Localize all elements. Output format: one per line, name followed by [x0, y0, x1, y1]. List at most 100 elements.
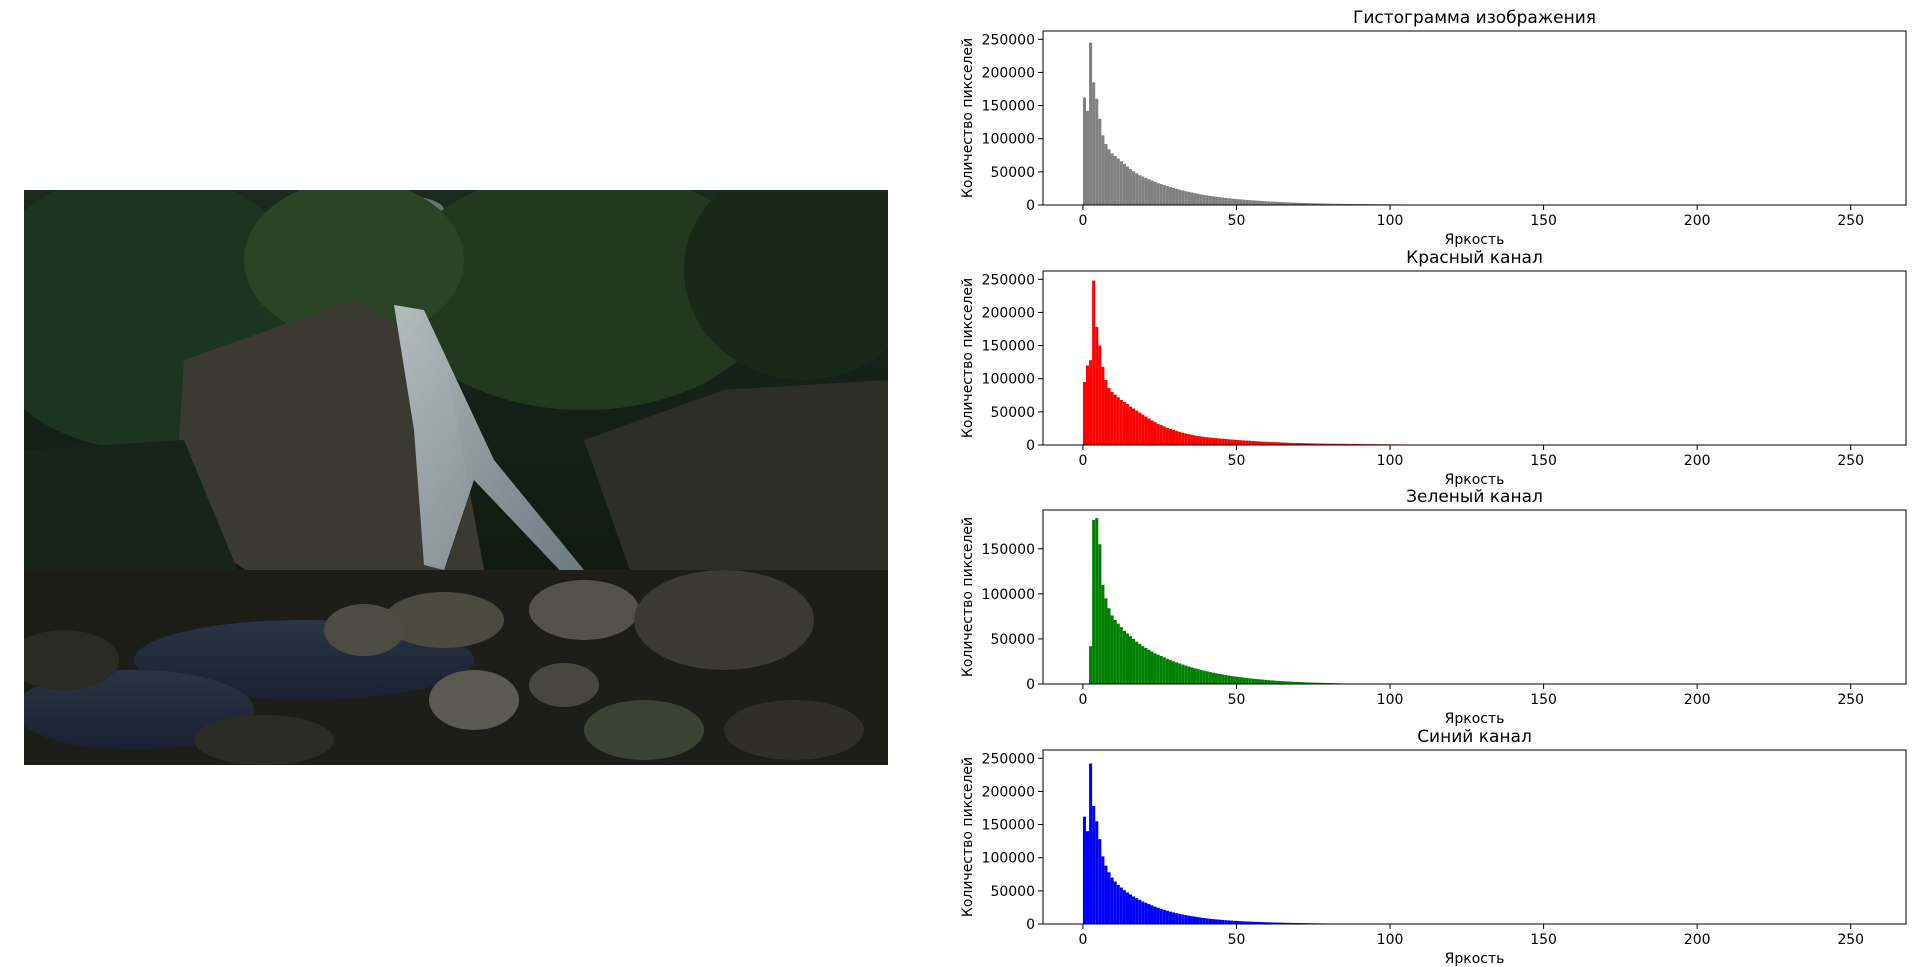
- y-tick-label: 150000: [982, 99, 1035, 115]
- histogram-bar: [1162, 657, 1166, 684]
- histogram-bar: [1350, 203, 1354, 205]
- histogram-bar: [1245, 921, 1249, 924]
- histogram-bar: [1153, 181, 1157, 205]
- histogram-bar: [1282, 922, 1286, 924]
- histogram-bar: [1230, 439, 1234, 445]
- y-tick-label: 250000: [982, 272, 1035, 288]
- histogram-bar: [1279, 442, 1283, 445]
- histogram-bar: [1261, 922, 1265, 924]
- histogram-bar: [1239, 921, 1243, 924]
- histogram-bar: [1233, 676, 1237, 684]
- histogram-bar: [1205, 437, 1209, 445]
- histogram-bar: [1307, 443, 1311, 445]
- histogram-bar: [1270, 680, 1274, 684]
- y-axis-label: Количество пикселей: [960, 757, 976, 917]
- histogram-bar: [1291, 202, 1295, 205]
- histogram-bar: [1175, 662, 1179, 684]
- histogram-bar: [1310, 443, 1314, 445]
- histogram-bars: [1082, 763, 1418, 924]
- histogram-bar: [1251, 200, 1255, 205]
- histogram-bar: [1171, 661, 1176, 684]
- histogram-bar: [1347, 443, 1351, 445]
- histogram-bar: [1221, 919, 1225, 924]
- x-tick-label: 0: [1078, 213, 1087, 229]
- histogram-bar: [1178, 663, 1182, 684]
- histogram-bar: [1224, 920, 1228, 924]
- histogram-bar: [1279, 681, 1283, 684]
- histogram-bar: [1300, 682, 1305, 684]
- y-tick-label: 0: [1026, 917, 1035, 933]
- histogram-bar: [1156, 183, 1160, 205]
- histogram-bar: [1190, 434, 1194, 445]
- histogram-bar: [1125, 403, 1129, 445]
- histogram-bar: [1190, 916, 1194, 924]
- histogram-bar: [1350, 443, 1354, 445]
- histogram-bar: [1257, 679, 1262, 684]
- x-tick-label: 250: [1837, 692, 1864, 708]
- histogram-bar: [1267, 680, 1271, 684]
- histogram-bar: [1251, 441, 1255, 445]
- y-tick-label: 150000: [982, 339, 1035, 355]
- x-axis-label: Яркость: [1445, 232, 1505, 248]
- histogram-bar: [1251, 921, 1255, 924]
- histogram-bar: [1095, 327, 1099, 445]
- histogram-bar: [1337, 203, 1341, 205]
- histogram-bar: [1276, 442, 1280, 445]
- x-tick-label: 100: [1377, 213, 1404, 229]
- histogram-bar: [1205, 195, 1209, 205]
- histogram-bar: [1261, 441, 1265, 445]
- histogram-bar: [1316, 682, 1320, 684]
- histogram-bar: [1153, 422, 1157, 445]
- histogram-bar: [1325, 443, 1329, 445]
- x-tick-label: 100: [1377, 692, 1404, 708]
- histogram-bar: [1313, 203, 1317, 205]
- histogram-bar: [1089, 42, 1093, 205]
- x-tick-label: 0: [1078, 453, 1087, 469]
- histogram-bar: [1178, 189, 1182, 205]
- histogram-bar: [1104, 380, 1108, 445]
- histogram-bar: [1171, 912, 1176, 924]
- x-tick-label: 200: [1684, 692, 1711, 708]
- histogram-bar: [1322, 682, 1326, 684]
- histogram-bar: [1196, 669, 1200, 684]
- histogram-bar: [1218, 673, 1222, 684]
- histogram-bar: [1104, 144, 1108, 205]
- histogram-bar: [1086, 831, 1090, 924]
- histogram-bar: [1208, 918, 1212, 924]
- histogram-bar: [1150, 905, 1154, 924]
- histogram-bar: [1193, 916, 1197, 924]
- histogram-bar: [1202, 918, 1206, 924]
- histogram-bar: [1257, 922, 1262, 924]
- histogram-bar: [1205, 918, 1209, 924]
- histogram-bar: [1313, 443, 1317, 445]
- x-tick-label: 50: [1228, 932, 1246, 948]
- histogram-red: 0 50 100 150 200 250 0 50000 100000 150000 200000 2…: [960, 248, 1907, 488]
- histogram-bars: [1082, 280, 1446, 445]
- histogram-bar: [1171, 187, 1176, 205]
- histogram-bar: [1168, 911, 1172, 924]
- histogram-bar: [1230, 675, 1234, 684]
- histogram-bar: [1092, 519, 1096, 684]
- histogram-bar: [1257, 441, 1262, 445]
- histogram-bar: [1261, 679, 1265, 684]
- histogram-bar: [1297, 202, 1301, 205]
- histogram-bar: [1279, 202, 1283, 205]
- histogram-bar: [1236, 199, 1240, 205]
- histogram-bar: [1098, 544, 1102, 684]
- histogram-bar: [1276, 201, 1280, 205]
- histogram-bar: [1304, 443, 1308, 445]
- histogram-bar: [1214, 196, 1219, 205]
- histogram-bar: [1227, 675, 1231, 684]
- y-tick-label: 100000: [982, 851, 1035, 867]
- histogram-bar: [1264, 201, 1268, 205]
- histogram-bar: [1264, 679, 1268, 684]
- histogram-bar: [1135, 173, 1139, 205]
- chart-title: Синий канал: [1417, 727, 1532, 747]
- x-tick-label: 250: [1837, 213, 1864, 229]
- histogram-bar: [1187, 191, 1191, 205]
- histogram-bar: [1095, 518, 1099, 684]
- histogram-bar: [1110, 877, 1114, 924]
- histogram-bar: [1328, 443, 1332, 445]
- histogram-bar: [1181, 664, 1185, 684]
- histogram-bar: [1098, 345, 1102, 445]
